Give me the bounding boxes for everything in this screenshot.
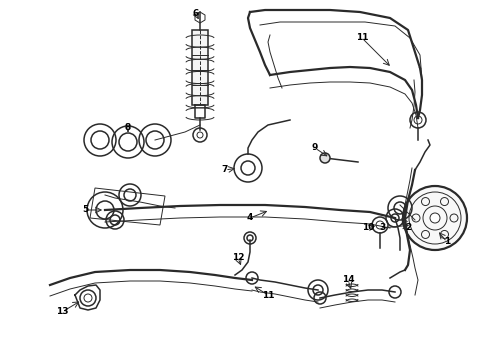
Text: 11: 11 — [356, 33, 368, 42]
Circle shape — [403, 186, 467, 250]
Text: 14: 14 — [342, 275, 354, 284]
Text: 6: 6 — [193, 9, 199, 18]
Circle shape — [430, 213, 440, 223]
Text: 8: 8 — [125, 123, 131, 132]
Text: 5: 5 — [82, 206, 88, 215]
Text: 13: 13 — [56, 307, 68, 316]
Text: 7: 7 — [222, 166, 228, 175]
Circle shape — [320, 153, 330, 163]
Text: 11: 11 — [262, 291, 274, 300]
Text: 3: 3 — [379, 224, 385, 233]
Text: 1: 1 — [444, 238, 450, 247]
Text: 12: 12 — [232, 253, 244, 262]
Text: 9: 9 — [312, 144, 318, 153]
FancyBboxPatch shape — [192, 30, 208, 105]
Text: 4: 4 — [247, 213, 253, 222]
Text: 10: 10 — [362, 224, 374, 233]
Text: 2: 2 — [405, 224, 411, 233]
